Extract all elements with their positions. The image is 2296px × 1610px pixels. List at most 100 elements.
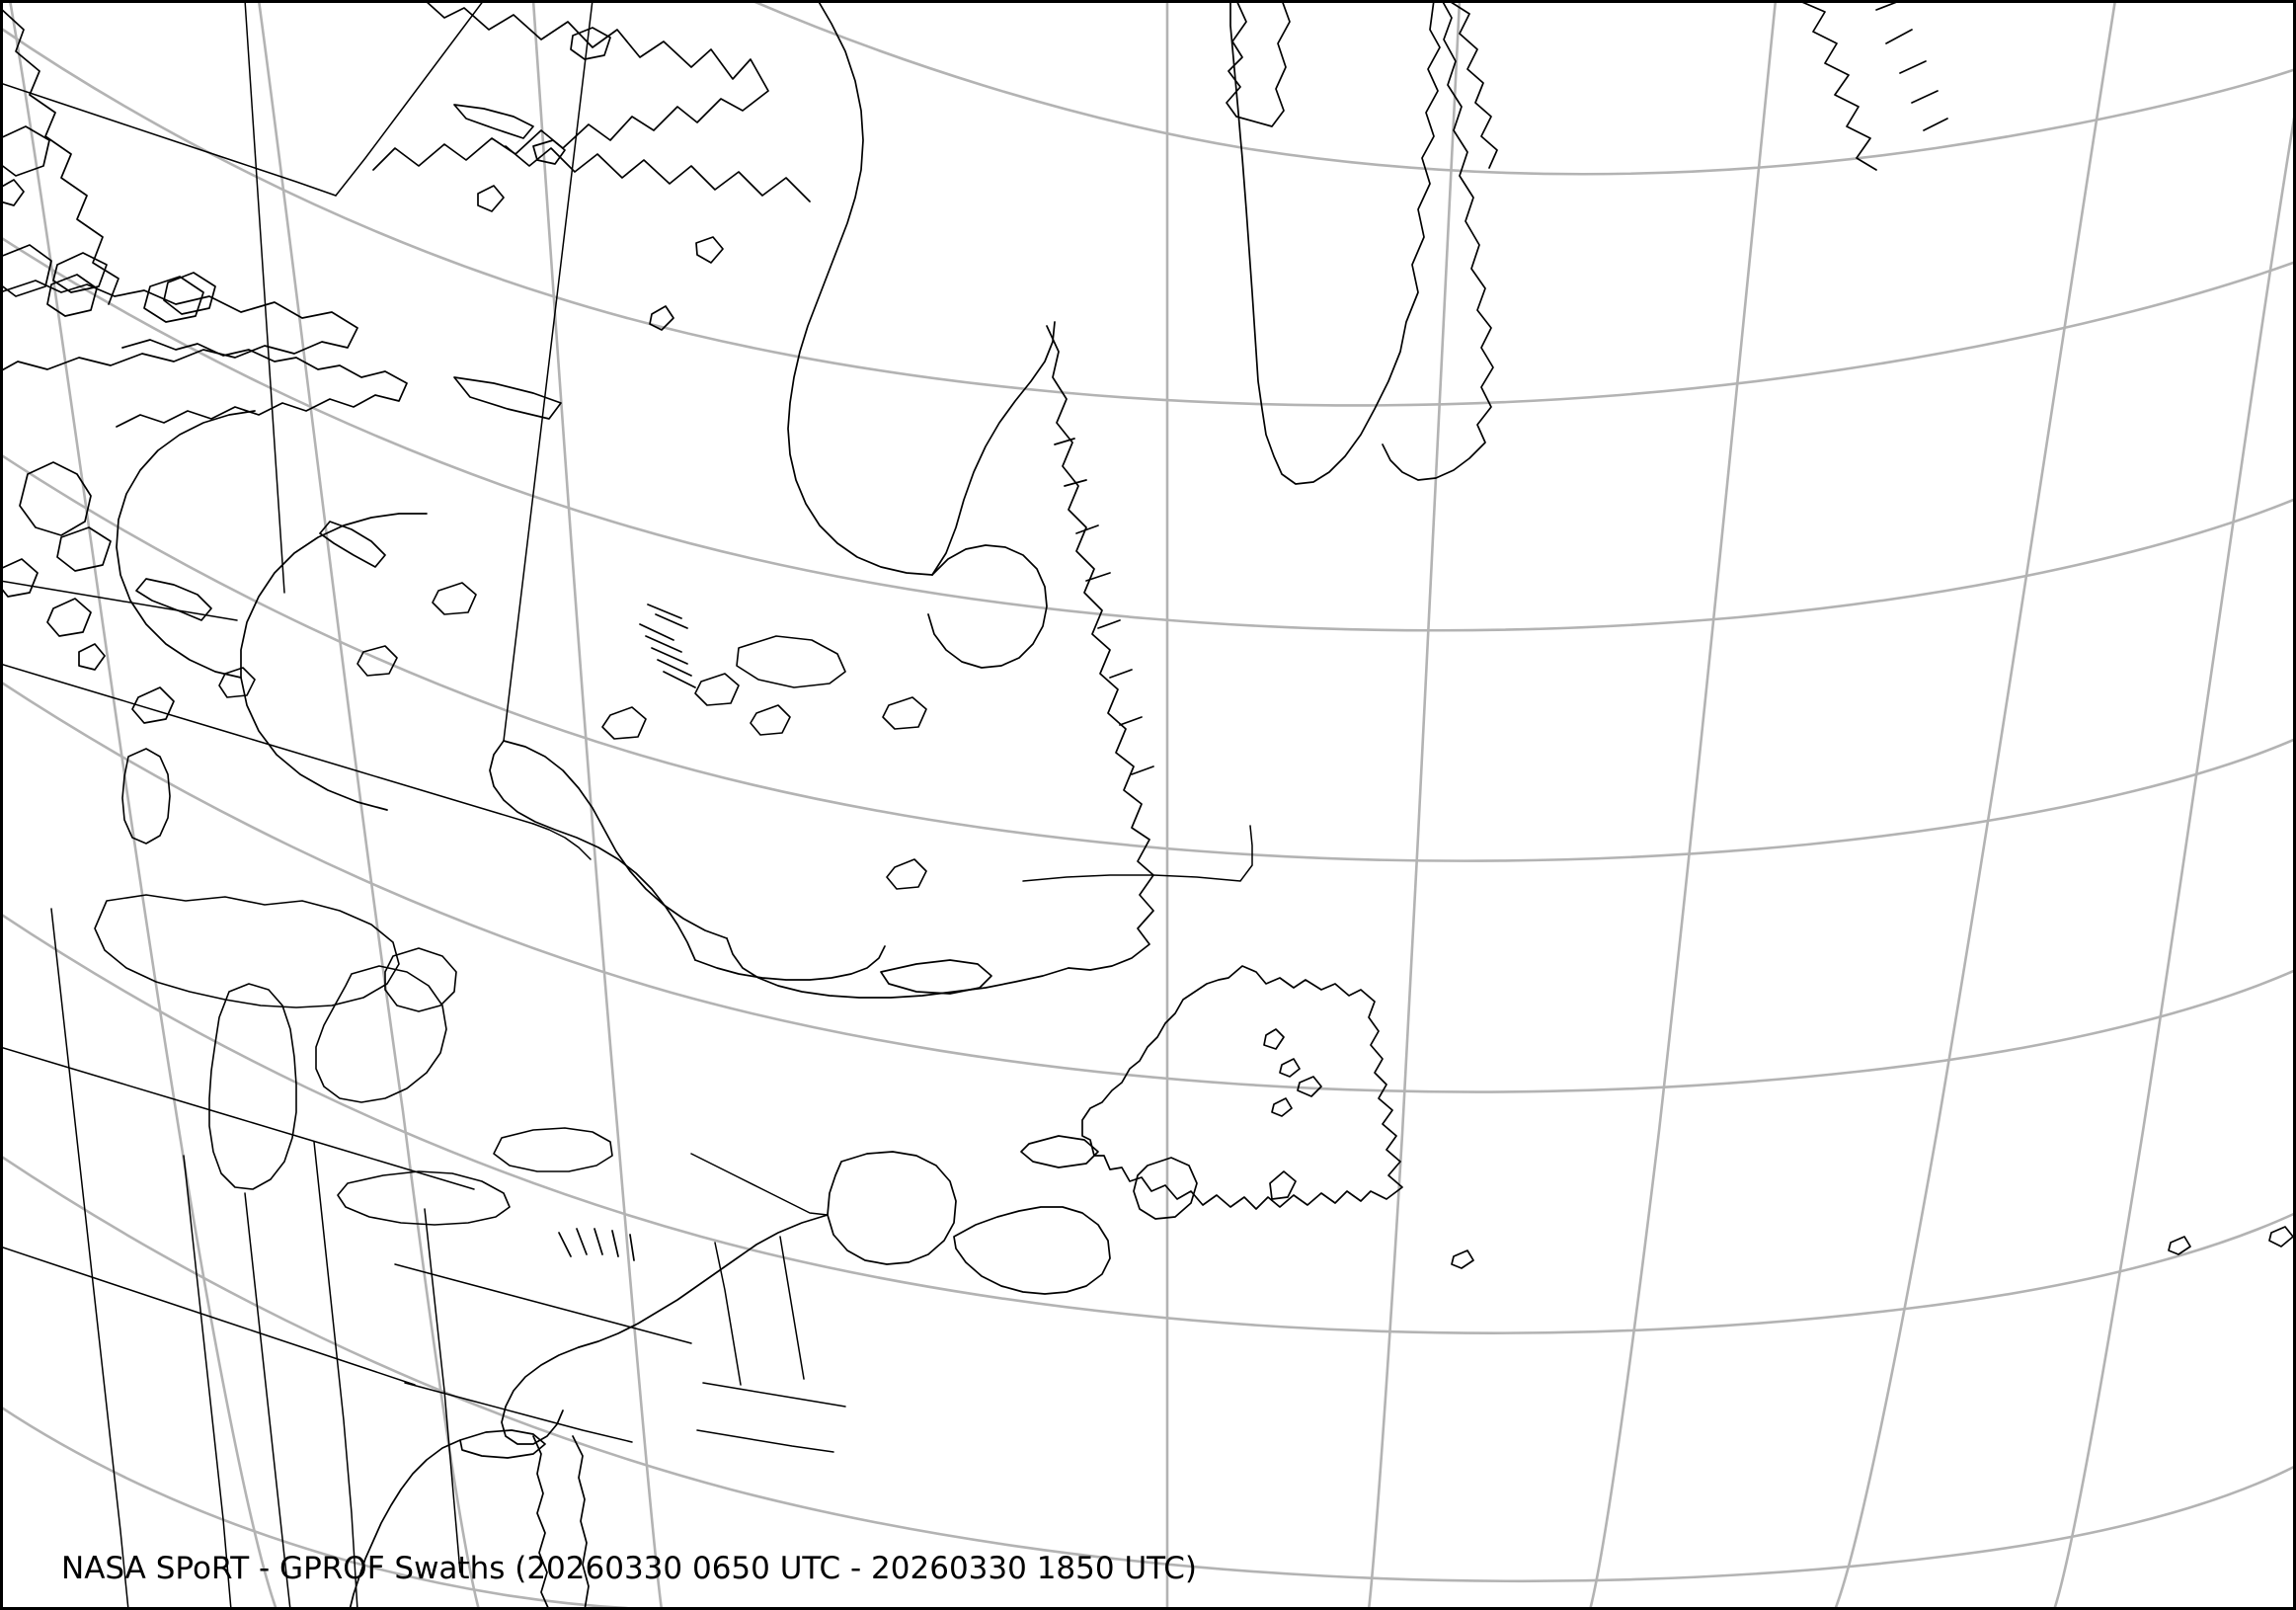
- parallel-line: [0, 680, 2296, 1093]
- coastline-island-hudson-m: [0, 558, 39, 598]
- border-nunavut-quebec: [0, 580, 238, 621]
- lake-small-g: [432, 582, 477, 615]
- border-state-ny-pa: [394, 1263, 692, 1344]
- lake-mistassini: [736, 635, 846, 688]
- lake-winnipeg: [121, 748, 171, 845]
- coastline-ungava-labrador: [1046, 325, 1154, 971]
- coastline-greenland-ne-islands: [1796, 0, 1877, 171]
- lake-superior: [94, 894, 400, 1008]
- coastline-island-hudson-j: [0, 244, 52, 297]
- coastline-greenland-ne-fjords: [1875, 0, 1948, 131]
- coastline-maine-coast: [578, 1214, 829, 1348]
- border-state-vertical-e: [424, 1208, 461, 1573]
- coastline-island-long-d: [319, 521, 386, 568]
- coastline-chesapeake: [532, 1435, 550, 1610]
- coastline-ny-hatching: [558, 1228, 635, 1261]
- lake-small-e: [882, 696, 927, 730]
- coastline-island-long-c: [135, 578, 212, 621]
- coastline-islet-nfld-east: [1451, 1249, 1474, 1269]
- coastline-greenland-east: [1382, 0, 1494, 481]
- border-quebec-ontario: [503, 0, 594, 742]
- meridian-line: [531, 0, 664, 1610]
- coastline-cape-cod: [501, 1346, 580, 1445]
- border-state-vertical-b: [183, 1155, 232, 1610]
- lake-erie: [337, 1170, 511, 1226]
- coastline-baffin-west: [0, 7, 119, 305]
- coastline-hudson-strait-north: [505, 145, 811, 202]
- border-us-canada-west: [0, 663, 534, 825]
- coastline-newfoundland-islets: [1271, 1058, 1322, 1117]
- border-us-canada-maine: [690, 1153, 829, 1216]
- parallel-line: [0, 1405, 693, 1610]
- coastline-island-long-a: [453, 104, 534, 139]
- border-state-lines-midwest: [0, 1046, 475, 1190]
- parallel-line: [0, 912, 2296, 1334]
- border-state-vertical-c: [244, 1192, 291, 1610]
- coastline-quebec-north-shore: [726, 937, 1069, 999]
- coastline-cape-breton: [1133, 1157, 1198, 1220]
- coastline-greenland-mainland: [1229, 0, 1441, 485]
- georgian-bay: [384, 947, 457, 1012]
- coastline-anticosti: [880, 959, 992, 995]
- coastline-greenland: [1226, 0, 1291, 127]
- coastline-island-hudson-k: [0, 125, 50, 177]
- parallel-line: [749, 0, 2296, 176]
- lake-small-b: [356, 645, 398, 677]
- meridian-line: [1367, 0, 1462, 1610]
- map-caption: NASA SPoRT - GPROF Swaths (20260330 0650…: [61, 1551, 1197, 1586]
- lake-small-f: [601, 706, 647, 740]
- coastline-island-hudson-g: [46, 598, 92, 637]
- coastline-island-hudson-a: [46, 274, 98, 317]
- lake-small-h: [886, 858, 927, 890]
- border-state-ne-mass: [702, 1382, 846, 1408]
- coastline-island-small-e: [695, 236, 724, 264]
- border-state-lines-ohio-valley: [0, 1246, 416, 1386]
- border-state-ne-nh: [779, 1236, 805, 1380]
- coastline-island-hudson-f: [56, 526, 112, 572]
- coastline-hatching-hudson: [639, 604, 696, 688]
- coastline-us-east-coast: [349, 1439, 461, 1610]
- parallel-line: [0, 26, 2296, 407]
- coastline-island-hudson-i: [131, 686, 175, 724]
- coastline-hudson-bay-east-shore: [787, 0, 933, 576]
- coastline-ungava-bay-west: [927, 544, 1048, 669]
- coastline-pei: [1020, 1135, 1099, 1168]
- border-state-ne-ct: [696, 1429, 834, 1453]
- coastline-island-hudson-l: [0, 179, 25, 206]
- coastline-islet-atlantic-b: [2268, 1226, 2294, 1248]
- coastline-island-small-d: [649, 305, 674, 331]
- border-nwt-nunavut: [0, 82, 337, 197]
- meridian-line: [257, 0, 481, 1610]
- coastline-greenland-ne-tip: [1447, 0, 1498, 169]
- lake-small-d: [750, 704, 791, 736]
- coastline-island-hudson-e: [19, 461, 92, 536]
- border-state-ne-vermont: [714, 1242, 742, 1386]
- coastline-island-small-b: [570, 27, 611, 60]
- graticule-meridians: [8, 0, 2296, 1610]
- border-great-lakes-line: [532, 823, 592, 860]
- coastline-newfoundland-pond: [1263, 1028, 1285, 1050]
- coastline-island-hudson-b: [143, 276, 204, 323]
- coastline-island-hudson-h: [78, 643, 106, 671]
- coastline-st-lawrence-south: [489, 740, 696, 961]
- coastline-st-lawrence-north: [503, 740, 728, 939]
- coastline-islet-atlantic-a: [2168, 1236, 2191, 1255]
- coastline-nova-scotia: [953, 1206, 1111, 1295]
- lake-ontario: [493, 1127, 613, 1172]
- coastline-ungava-peninsula-tip: [931, 321, 1056, 576]
- meridian-line: [8, 0, 278, 1610]
- coastline-victoria-island: [0, 280, 358, 372]
- lake-huron: [315, 965, 447, 1103]
- border-state-vertical-d: [313, 1141, 358, 1610]
- lake-michigan: [208, 983, 297, 1190]
- coastline-island-hudson-c: [52, 252, 108, 293]
- coastline-delmarva: [572, 1435, 590, 1610]
- coastline-gaspe: [694, 945, 886, 981]
- coastline-island-hudson-d: [163, 272, 216, 315]
